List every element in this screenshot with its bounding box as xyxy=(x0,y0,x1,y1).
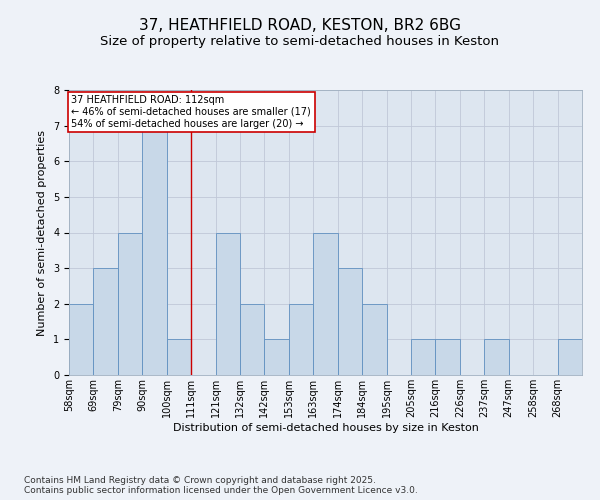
Bar xyxy=(265,340,289,375)
Bar xyxy=(338,268,362,375)
Bar xyxy=(94,268,118,375)
Bar xyxy=(411,340,436,375)
Bar xyxy=(484,340,509,375)
Bar xyxy=(362,304,386,375)
Bar xyxy=(167,340,191,375)
Bar xyxy=(69,304,94,375)
Bar xyxy=(142,126,167,375)
Y-axis label: Number of semi-detached properties: Number of semi-detached properties xyxy=(37,130,47,336)
Text: 37 HEATHFIELD ROAD: 112sqm
← 46% of semi-detached houses are smaller (17)
54% of: 37 HEATHFIELD ROAD: 112sqm ← 46% of semi… xyxy=(71,96,311,128)
Bar xyxy=(436,340,460,375)
Bar xyxy=(240,304,265,375)
Text: Size of property relative to semi-detached houses in Keston: Size of property relative to semi-detach… xyxy=(101,35,499,48)
Bar xyxy=(118,232,142,375)
Text: 37, HEATHFIELD ROAD, KESTON, BR2 6BG: 37, HEATHFIELD ROAD, KESTON, BR2 6BG xyxy=(139,18,461,32)
Bar xyxy=(557,340,582,375)
Bar xyxy=(313,232,338,375)
Text: Contains HM Land Registry data © Crown copyright and database right 2025.
Contai: Contains HM Land Registry data © Crown c… xyxy=(24,476,418,495)
Bar xyxy=(215,232,240,375)
X-axis label: Distribution of semi-detached houses by size in Keston: Distribution of semi-detached houses by … xyxy=(173,422,478,432)
Bar xyxy=(289,304,313,375)
